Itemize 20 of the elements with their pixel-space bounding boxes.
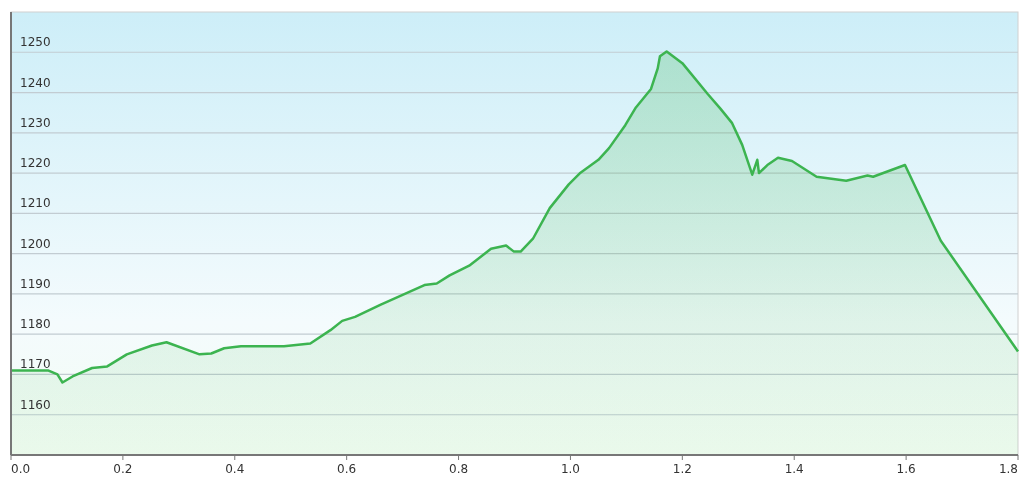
x-tick-label: 1.0 — [560, 462, 580, 476]
y-tick-label: 1220 — [20, 156, 51, 171]
y-tick-label: 1210 — [20, 196, 51, 211]
x-tick-label: 1.6 — [896, 462, 916, 476]
x-tick-label: 0.2 — [113, 462, 133, 476]
x-tick-label: 1.2 — [672, 462, 692, 476]
y-tick-label: 1190 — [20, 276, 51, 291]
y-tick-label: 1200 — [20, 236, 51, 251]
x-tick-label: 0.8 — [449, 462, 469, 476]
y-tick-label: 1170 — [20, 357, 51, 372]
y-tick-label: 1180 — [20, 317, 51, 332]
y-tick-label: 1240 — [20, 75, 51, 90]
y-tick-label: 1230 — [20, 115, 51, 130]
x-tick-label: 1.8 — [998, 462, 1018, 476]
x-tick-label: 1.4 — [784, 462, 804, 476]
y-tick-label: 1160 — [20, 397, 51, 412]
x-tick-label: 0.0 — [11, 462, 31, 476]
x-tick-label: 0.4 — [225, 462, 245, 476]
x-tick-label: 0.6 — [337, 462, 357, 476]
y-tick-label: 1250 — [20, 35, 51, 50]
